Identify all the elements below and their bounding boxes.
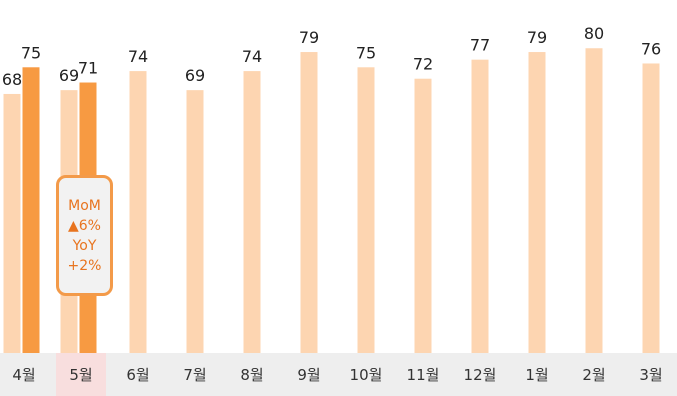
x-tick-label: 8월 [240,366,263,384]
x-tick-label: 12월 [464,366,497,384]
x-axis-band [0,353,677,396]
x-tick-label: 9월 [297,366,320,384]
data-label: 75 [356,43,376,62]
mom-label: MoM [68,197,101,214]
x-tick-label: 4월 [12,366,35,384]
data-label: 71 [78,59,98,78]
x-tick-label: 11월 [407,366,440,384]
bar-series-0 [357,67,375,354]
x-tick-label: 6월 [126,366,149,384]
mom-value: ▲6% [68,217,101,234]
bar-series-0 [243,71,261,353]
bar-series-0 [585,48,603,353]
x-tick-label: 2월 [582,366,605,384]
bar-series-0 [528,52,546,354]
data-label: 69 [185,66,205,85]
data-label: 76 [641,39,661,58]
yoy-value: +2% [67,257,102,274]
bar-series-0 [3,93,21,353]
bar-series-0 [300,52,318,354]
yoy-label: YoY [72,237,97,254]
data-label: 72 [413,55,433,74]
data-label: 80 [584,24,604,43]
data-label: 79 [299,28,319,47]
data-label: 69 [59,66,79,85]
x-tick-label: 3월 [639,366,662,384]
bar-series-0 [186,90,204,354]
data-label: 77 [470,36,490,55]
data-label: 74 [128,47,148,66]
bar-series-0 [471,59,489,354]
data-label: 68 [2,70,22,89]
bar-series-1 [22,67,40,354]
data-label: 75 [21,43,41,62]
highlight-band [56,353,106,396]
growth-annotation-box: MoM ▲6% YoY +2% [56,175,113,296]
bar-series-0 [414,78,432,353]
x-tick-label: 10월 [350,366,383,384]
bar-series-0 [642,63,660,353]
x-tick-label: 7월 [183,366,206,384]
data-label: 79 [527,28,547,47]
x-tick-label: 1월 [525,366,548,384]
bar-series-0 [129,71,147,353]
data-label: 74 [242,47,262,66]
x-tick-label: 5월 [69,366,92,384]
